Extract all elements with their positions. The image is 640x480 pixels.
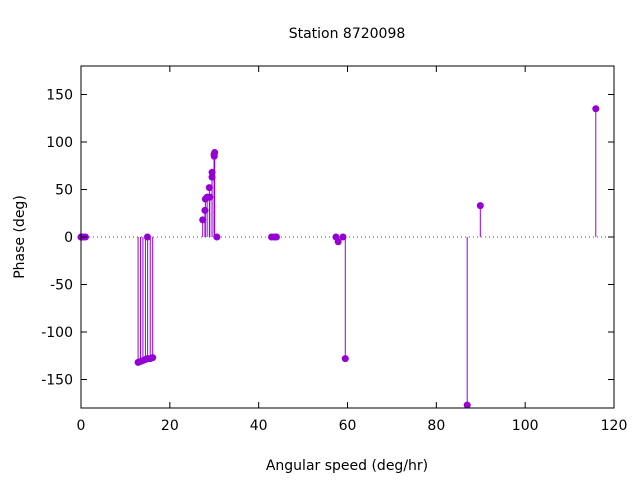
data-point: [272, 233, 280, 241]
y-tick-label: -150: [41, 373, 73, 389]
data-point: [592, 105, 600, 113]
data-point: [213, 233, 221, 241]
x-tick-label: 120: [601, 418, 628, 434]
x-axis-label: Angular speed (deg/hr): [266, 458, 428, 474]
chart-title: Station 8720098: [289, 26, 406, 42]
data-point: [341, 355, 349, 363]
x-tick-label: 100: [512, 418, 539, 434]
data-point: [211, 148, 219, 156]
data-point: [205, 184, 213, 192]
data-point: [149, 354, 157, 362]
y-tick-label: 0: [64, 230, 73, 246]
data-point: [463, 401, 471, 409]
data-point: [339, 233, 347, 241]
x-tick-label: 0: [77, 418, 86, 434]
y-tick-label: 150: [46, 88, 73, 104]
data-point: [476, 202, 484, 210]
y-axis-label: Phase (deg): [12, 195, 28, 279]
axis-ticks: 0 20 40 60 80 100 120 -150 -100 -50 0 50 100 150: [41, 66, 627, 434]
x-tick-label: 40: [250, 418, 268, 434]
x-tick-label: 60: [339, 418, 357, 434]
x-tick-label: 80: [427, 418, 445, 434]
impulse-series: [77, 105, 600, 409]
y-tick-label: 100: [46, 135, 73, 151]
y-tick-label: 50: [55, 183, 73, 199]
data-point: [334, 238, 342, 246]
y-tick-label: -50: [50, 278, 73, 294]
y-tick-label: -100: [41, 325, 73, 341]
x-tick-label: 20: [161, 418, 179, 434]
